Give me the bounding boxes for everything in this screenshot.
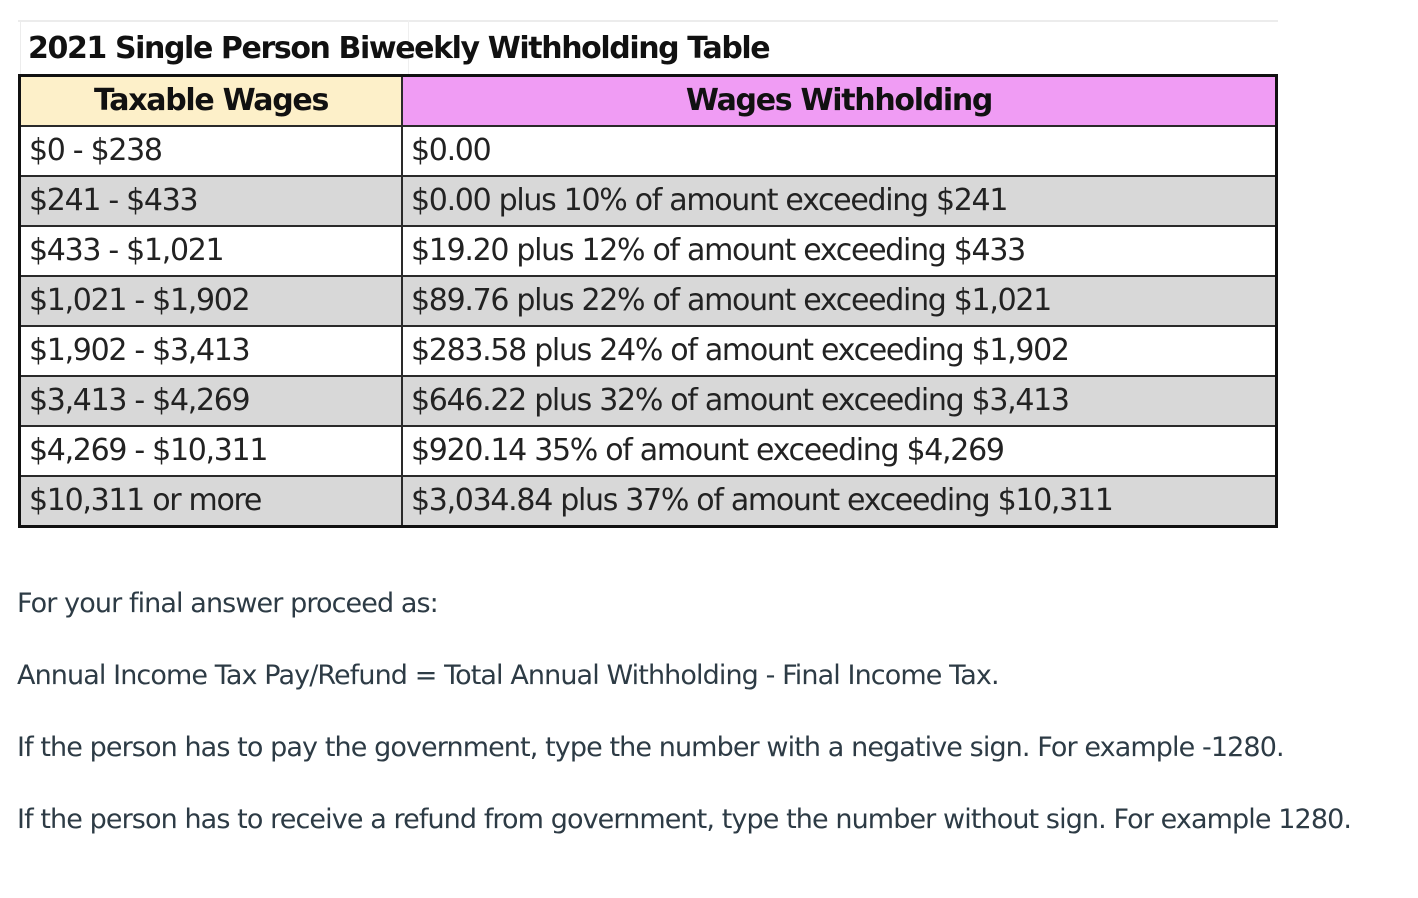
cell-withholding: $920.14 35% of amount exceeding $4,269 <box>401 425 1278 477</box>
table-row: $10,311 or more $3,034.84 plus 37% of am… <box>18 475 1278 528</box>
table-row: $0 - $238 $0.00 <box>18 125 1278 177</box>
cell-withholding: $3,034.84 plus 37% of amount exceeding $… <box>401 475 1278 528</box>
cell-taxable-wages: $433 - $1,021 <box>18 225 403 277</box>
frame-border-top <box>18 20 1278 22</box>
cell-withholding: $283.58 plus 24% of amount exceeding $1,… <box>401 325 1278 377</box>
table-row: $241 - $433 $0.00 plus 10% of amount exc… <box>18 175 1278 227</box>
withholding-table-image: 2021 Single Person Biweekly Withholding … <box>18 20 1278 550</box>
instructions-refund-rule: If the person has to receive a refund fr… <box>17 804 1352 835</box>
instructions-block: For your final answer proceed as: Annual… <box>17 580 1412 868</box>
cell-withholding: $0.00 plus 10% of amount exceeding $241 <box>401 175 1278 227</box>
header-wages-withholding: Wages Withholding <box>401 74 1278 127</box>
cell-taxable-wages: $1,902 - $3,413 <box>18 325 403 377</box>
table-row: $1,902 - $3,413 $283.58 plus 24% of amou… <box>18 325 1278 377</box>
cell-taxable-wages: $0 - $238 <box>18 125 403 177</box>
frame-border-left <box>20 20 21 74</box>
cell-taxable-wages: $4,269 - $10,311 <box>18 425 403 477</box>
cell-taxable-wages: $1,021 - $1,902 <box>18 275 403 327</box>
table-row: $4,269 - $10,311 $920.14 35% of amount e… <box>18 425 1278 477</box>
table-title: 2021 Single Person Biweekly Withholding … <box>28 31 771 66</box>
cell-taxable-wages: $241 - $433 <box>18 175 403 227</box>
cell-withholding: $19.20 plus 12% of amount exceeding $433 <box>401 225 1278 277</box>
frame-column-divider <box>408 20 409 74</box>
header-taxable-wages: Taxable Wages <box>18 74 403 127</box>
table-row: $433 - $1,021 $19.20 plus 12% of amount … <box>18 225 1278 277</box>
table-row: $3,413 - $4,269 $646.22 plus 32% of amou… <box>18 375 1278 427</box>
instructions-pay-rule: If the person has to pay the government,… <box>17 732 1285 763</box>
table-row: $1,021 - $1,902 $89.76 plus 22% of amoun… <box>18 275 1278 327</box>
instructions-formula: Annual Income Tax Pay/Refund = Total Ann… <box>17 660 1000 691</box>
cell-withholding: $0.00 <box>401 125 1278 177</box>
cell-taxable-wages: $10,311 or more <box>18 475 403 528</box>
cell-taxable-wages: $3,413 - $4,269 <box>18 375 403 427</box>
table-header-row: Taxable Wages Wages Withholding <box>18 74 1278 127</box>
cell-withholding: $646.22 plus 32% of amount exceeding $3,… <box>401 375 1278 427</box>
cell-withholding: $89.76 plus 22% of amount exceeding $1,0… <box>401 275 1278 327</box>
instructions-intro: For your final answer proceed as: <box>17 588 439 619</box>
withholding-table: Taxable Wages Wages Withholding $0 - $23… <box>18 74 1278 528</box>
